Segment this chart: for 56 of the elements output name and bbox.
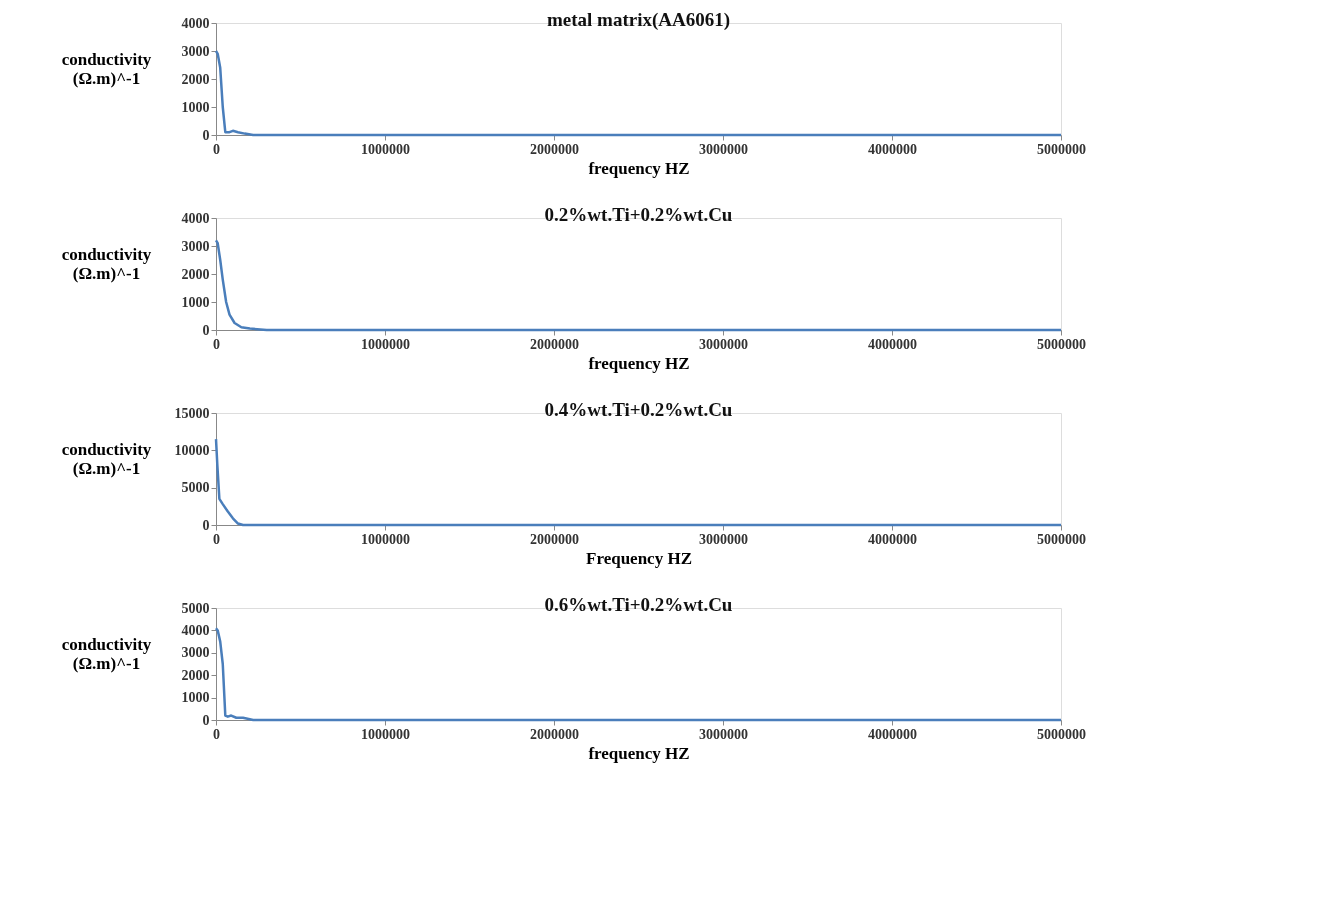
y-tick-label: 2000 — [181, 667, 210, 683]
x-tick-label: 2000000 — [530, 531, 579, 547]
y-tick-label: 0 — [202, 322, 210, 338]
y-tick-label: 2000 — [181, 71, 210, 87]
y-axis-title: conductivity (Ω.m)^-1 — [61, 439, 152, 478]
x-tick-label: 5000000 — [1037, 531, 1086, 547]
y-tick-label: 4000 — [181, 210, 210, 226]
y-tick-label: 1000 — [181, 99, 210, 115]
x-axis-title: frequency HZ — [588, 743, 690, 763]
x-tick-label: 3000000 — [699, 336, 748, 352]
x-tick-label: 4000000 — [868, 726, 917, 742]
y-tick-label: 3000 — [181, 43, 210, 59]
x-tick-label: 5000000 — [1037, 336, 1086, 352]
chart-title: 0.4%wt.Ti+0.2%wt.Cu — [544, 399, 733, 420]
y-tick-label: 4000 — [181, 15, 210, 31]
x-tick-label: 4000000 — [868, 336, 917, 352]
y-tick-label: 15000 — [174, 405, 210, 421]
x-axis-title: Frequency HZ — [586, 548, 692, 568]
x-tick-label: 3000000 — [699, 141, 748, 157]
x-tick-label: 4000000 — [868, 141, 917, 157]
y-tick-label: 0 — [202, 517, 210, 533]
y-axis-title: conductivity (Ω.m)^-1 — [61, 244, 152, 283]
x-tick-label: 0 — [213, 726, 220, 742]
y-tick-label: 3000 — [181, 238, 210, 254]
y-axis-title: conductivity (Ω.m)^-1 — [61, 634, 152, 673]
x-axis-title: frequency HZ — [588, 158, 690, 178]
x-tick-label: 2000000 — [530, 336, 579, 352]
x-tick-label: 1000000 — [361, 336, 410, 352]
y-tick-label: 2000 — [181, 266, 210, 282]
x-tick-label: 1000000 — [361, 531, 410, 547]
x-tick-label: 0 — [213, 336, 220, 352]
x-tick-label: 1000000 — [361, 141, 410, 157]
x-tick-label: 2000000 — [530, 141, 579, 157]
x-tick-label: 4000000 — [868, 531, 917, 547]
chart-title: metal matrix(AA6061) — [546, 9, 731, 31]
y-tick-label: 1000 — [181, 690, 210, 706]
x-tick-label: 0 — [213, 531, 220, 547]
x-axis-title: frequency HZ — [588, 353, 690, 373]
y-tick-label: 3000 — [181, 645, 210, 661]
y-tick-label: 10000 — [174, 442, 210, 458]
x-tick-label: 3000000 — [699, 726, 748, 742]
y-axis-title: conductivity (Ω.m)^-1 — [61, 49, 152, 88]
y-tick-label: 4000 — [181, 622, 210, 638]
y-tick-label: 0 — [202, 712, 210, 728]
x-tick-label: 1000000 — [361, 726, 410, 742]
chart-title: 0.6%wt.Ti+0.2%wt.Cu — [544, 594, 733, 615]
x-tick-label: 3000000 — [699, 531, 748, 547]
x-tick-label: 5000000 — [1037, 726, 1086, 742]
x-tick-label: 2000000 — [530, 726, 579, 742]
y-tick-label: 1000 — [181, 294, 210, 310]
chart-title: 0.2%wt.Ti+0.2%wt.Cu — [544, 204, 733, 225]
x-tick-label: 0 — [213, 141, 220, 157]
y-tick-label: 5000 — [181, 480, 210, 496]
y-tick-label: 5000 — [181, 600, 210, 616]
y-tick-label: 0 — [202, 127, 210, 143]
x-tick-label: 5000000 — [1037, 141, 1086, 157]
